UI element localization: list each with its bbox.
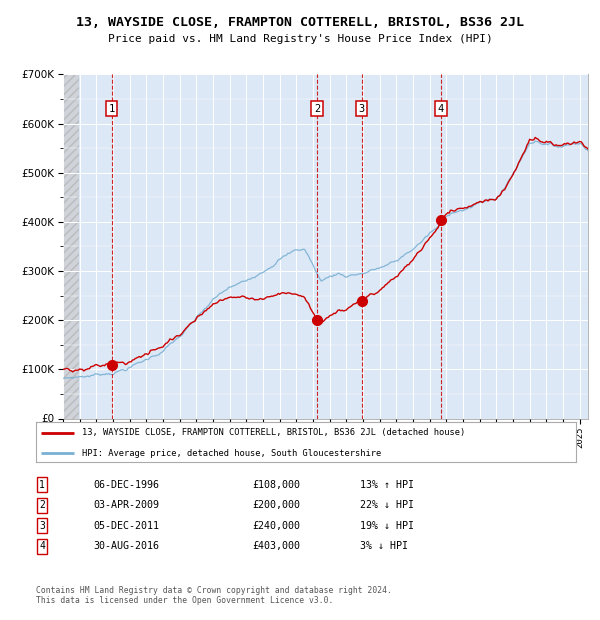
Text: HPI: Average price, detached house, South Gloucestershire: HPI: Average price, detached house, Sout… <box>82 448 381 458</box>
Text: 06-DEC-1996: 06-DEC-1996 <box>93 480 159 490</box>
Text: 1: 1 <box>109 104 115 114</box>
Text: 3: 3 <box>39 521 45 531</box>
Text: £403,000: £403,000 <box>252 541 300 551</box>
Text: 30-AUG-2016: 30-AUG-2016 <box>93 541 159 551</box>
Text: £200,000: £200,000 <box>252 500 300 510</box>
Text: 13, WAYSIDE CLOSE, FRAMPTON COTTERELL, BRISTOL, BS36 2JL (detached house): 13, WAYSIDE CLOSE, FRAMPTON COTTERELL, B… <box>82 428 465 437</box>
Text: 13, WAYSIDE CLOSE, FRAMPTON COTTERELL, BRISTOL, BS36 2JL: 13, WAYSIDE CLOSE, FRAMPTON COTTERELL, B… <box>76 16 524 29</box>
Text: 03-APR-2009: 03-APR-2009 <box>93 500 159 510</box>
Bar <box>63 74 79 418</box>
Text: 19% ↓ HPI: 19% ↓ HPI <box>360 521 414 531</box>
Text: 3% ↓ HPI: 3% ↓ HPI <box>360 541 408 551</box>
Text: £108,000: £108,000 <box>252 480 300 490</box>
Text: 22% ↓ HPI: 22% ↓ HPI <box>360 500 414 510</box>
Text: 1: 1 <box>39 480 45 490</box>
Text: 05-DEC-2011: 05-DEC-2011 <box>93 521 159 531</box>
Text: 4: 4 <box>39 541 45 551</box>
Text: 3: 3 <box>359 104 365 114</box>
Text: Contains HM Land Registry data © Crown copyright and database right 2024.
This d: Contains HM Land Registry data © Crown c… <box>36 586 392 605</box>
Text: Price paid vs. HM Land Registry's House Price Index (HPI): Price paid vs. HM Land Registry's House … <box>107 34 493 44</box>
Text: 2: 2 <box>314 104 320 114</box>
Text: 13% ↑ HPI: 13% ↑ HPI <box>360 480 414 490</box>
Text: £240,000: £240,000 <box>252 521 300 531</box>
Text: 4: 4 <box>438 104 444 114</box>
Text: 2: 2 <box>39 500 45 510</box>
